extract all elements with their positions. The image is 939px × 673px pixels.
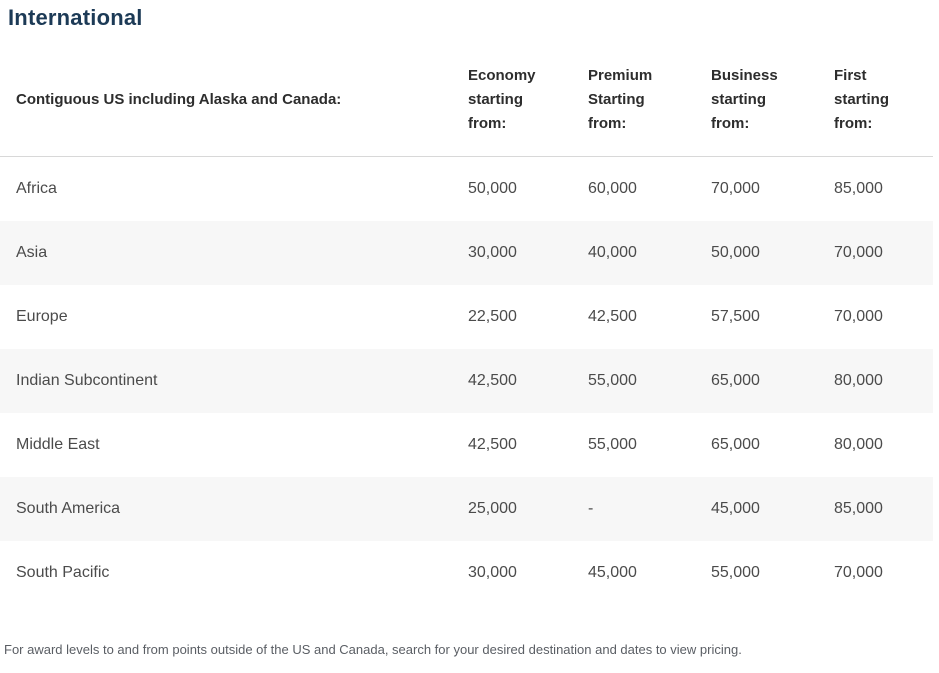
economy-value: 42,500 bbox=[468, 372, 517, 389]
business-value: 70,000 bbox=[711, 180, 760, 197]
international-award-table: Contiguous US including Alaska and Canad… bbox=[0, 44, 933, 605]
column-header-premium: Premium Starting from: bbox=[588, 67, 653, 132]
table-row-middle-east: Middle East 42,500 55,000 65,000 80,000 bbox=[0, 413, 933, 477]
first-value: 70,000 bbox=[834, 308, 883, 325]
column-header-region: Contiguous US including Alaska and Canad… bbox=[16, 91, 342, 108]
business-value: 50,000 bbox=[711, 244, 760, 261]
column-header-economy: Economy starting from: bbox=[468, 67, 536, 132]
business-value: 65,000 bbox=[711, 372, 760, 389]
premium-value: 55,000 bbox=[588, 436, 637, 453]
first-value: 70,000 bbox=[834, 564, 883, 581]
economy-value: 22,500 bbox=[468, 308, 517, 325]
page-title: International bbox=[8, 5, 143, 30]
region-label: Europe bbox=[16, 308, 68, 325]
premium-value: 42,500 bbox=[588, 308, 637, 325]
premium-value: 60,000 bbox=[588, 180, 637, 197]
region-label: Africa bbox=[16, 180, 57, 197]
region-label: Middle East bbox=[16, 436, 100, 453]
economy-value: 50,000 bbox=[468, 180, 517, 197]
table-body: Africa 50,000 60,000 70,000 85,000 Asia … bbox=[0, 157, 933, 605]
business-value: 55,000 bbox=[711, 564, 760, 581]
premium-value: - bbox=[588, 500, 594, 517]
first-value: 80,000 bbox=[834, 372, 883, 389]
premium-value: 55,000 bbox=[588, 372, 637, 389]
region-label: South Pacific bbox=[16, 564, 110, 581]
region-label: Indian Subcontinent bbox=[16, 372, 158, 389]
column-header-business: Business starting from: bbox=[711, 67, 778, 132]
business-value: 45,000 bbox=[711, 500, 760, 517]
table-row-indian-subcontinent: Indian Subcontinent 42,500 55,000 65,000… bbox=[0, 349, 933, 413]
first-value: 85,000 bbox=[834, 500, 883, 517]
table-row-south-america: South America 25,000 - 45,000 85,000 bbox=[0, 477, 933, 541]
economy-value: 25,000 bbox=[468, 500, 517, 517]
economy-value: 30,000 bbox=[468, 564, 517, 581]
first-value: 70,000 bbox=[834, 244, 883, 261]
column-header-first: First starting from: bbox=[834, 67, 890, 132]
table-header-row: Contiguous US including Alaska and Canad… bbox=[0, 44, 933, 157]
table-row-south-pacific: South Pacific 30,000 45,000 55,000 70,00… bbox=[0, 541, 933, 605]
business-value: 57,500 bbox=[711, 308, 760, 325]
economy-value: 42,500 bbox=[468, 436, 517, 453]
first-value: 85,000 bbox=[834, 180, 883, 197]
award-footnote: For award levels to and from points outs… bbox=[4, 642, 742, 657]
table-row-europe: Europe 22,500 42,500 57,500 70,000 bbox=[0, 285, 933, 349]
region-label: Asia bbox=[16, 244, 48, 261]
business-value: 65,000 bbox=[711, 436, 760, 453]
table-row-africa: Africa 50,000 60,000 70,000 85,000 bbox=[0, 157, 933, 221]
premium-value: 45,000 bbox=[588, 564, 637, 581]
region-label: South America bbox=[16, 500, 121, 517]
table-row-asia: Asia 30,000 40,000 50,000 70,000 bbox=[0, 221, 933, 285]
economy-value: 30,000 bbox=[468, 244, 517, 261]
premium-value: 40,000 bbox=[588, 244, 637, 261]
first-value: 80,000 bbox=[834, 436, 883, 453]
